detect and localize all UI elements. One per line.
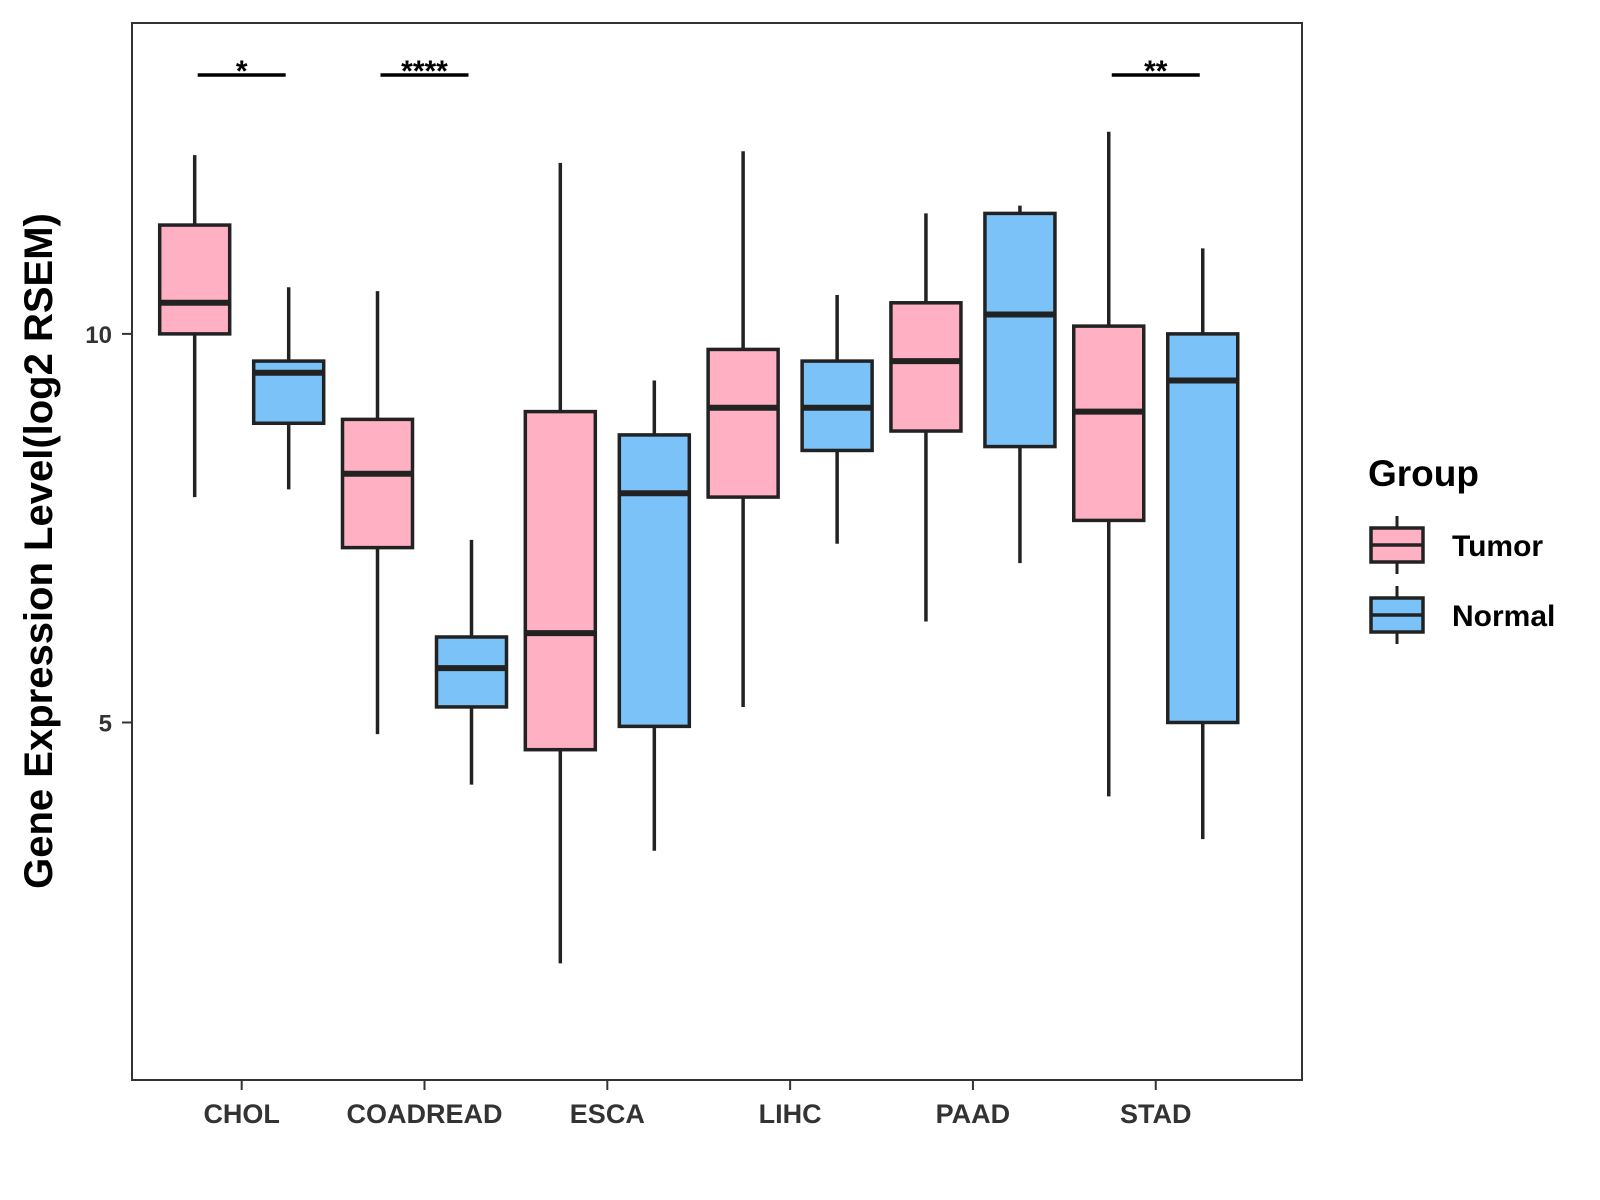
y-tick-label-10: 10	[85, 322, 112, 349]
significance-label-stad: **	[1144, 55, 1168, 88]
box-normal-esca	[617, 433, 692, 729]
y-axis-title: Gene Expression Level(log2 RSEM)	[17, 213, 61, 889]
plot-panel-border	[131, 22, 1303, 1081]
box-normal-stad	[1166, 332, 1240, 725]
box-tumor-esca	[523, 409, 598, 752]
x-tick-label-esca: ESCA	[570, 1099, 645, 1129]
x-tick-label-stad: STAD	[1120, 1099, 1192, 1129]
x-tick-label-chol: CHOL	[203, 1099, 280, 1129]
x-tick-label-paad: PAAD	[936, 1099, 1011, 1129]
axes: CHOL COADREAD ESCA LIHC PAAD STAD 5 10	[85, 322, 1191, 1129]
legend: Group Tumor Normal	[1368, 453, 1555, 644]
box-normal-coadread	[434, 635, 509, 709]
plot-area: * **** **	[157, 55, 1240, 964]
x-tick-label-coadread: COADREAD	[346, 1099, 502, 1129]
legend-label-tumor: Tumor	[1452, 530, 1543, 563]
legend-title: Group	[1368, 453, 1479, 494]
significance-label-coadread: ****	[401, 55, 448, 88]
significance-label-chol: *	[236, 55, 248, 88]
box-tumor-paad	[889, 301, 963, 433]
legend-label-normal: Normal	[1452, 600, 1555, 633]
box-tumor-stad	[1072, 324, 1146, 523]
y-tick-label-5: 5	[99, 710, 112, 737]
box-tumor-chol	[157, 223, 232, 336]
x-tick-label-lihc: LIHC	[759, 1099, 822, 1129]
box-normal-paad	[983, 211, 1057, 449]
box-tumor-coadread	[340, 417, 415, 550]
box-tumor-lihc	[706, 347, 780, 499]
